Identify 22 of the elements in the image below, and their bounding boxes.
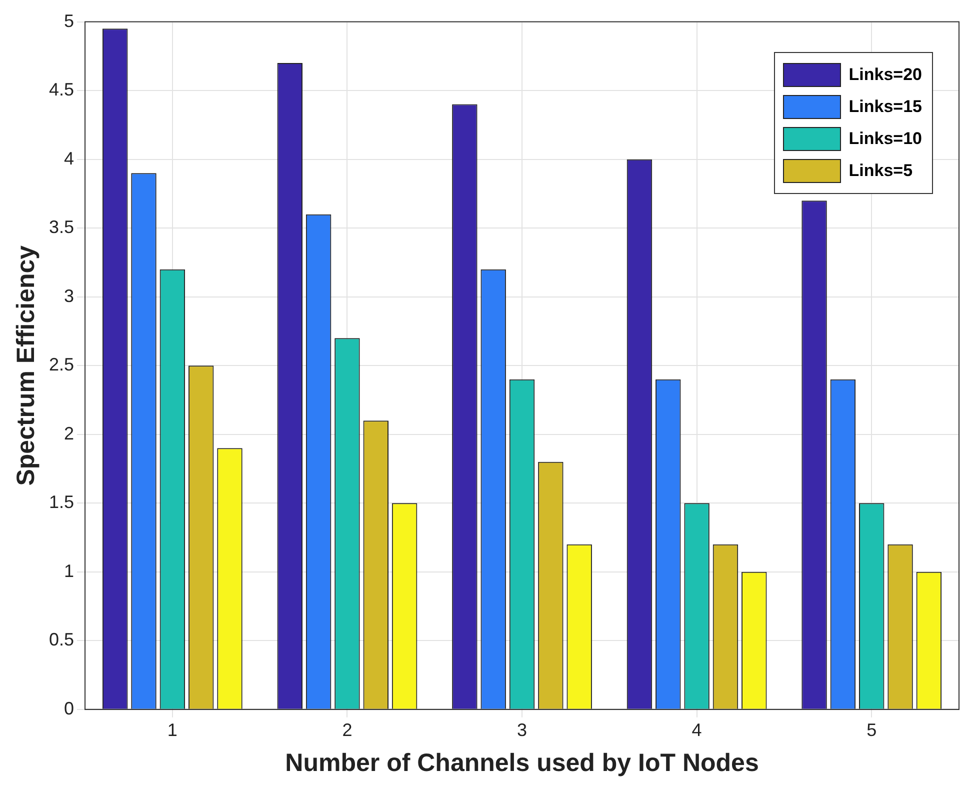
y-tick-label: 4.5 [48,80,74,100]
y-tick-label: 2.5 [48,354,74,375]
x-tick-label: 1 [167,720,178,740]
x-tick-label: 3 [517,720,528,740]
y-tick-label: 5 [64,10,74,31]
y-tick-label: 0 [64,698,74,718]
x-tick-label: 4 [692,720,702,740]
x-tick-label: 2 [342,720,352,740]
legend-label: Links=15 [848,97,922,117]
legend-label: Links=10 [848,129,922,149]
y-tick-label: 1.5 [48,492,74,512]
y-tick-label: 3 [64,286,74,306]
y-tick-label: 0.5 [48,630,74,650]
y-tick-label: 2 [64,423,74,444]
legend-label: Links=5 [848,161,913,181]
legend-label: Links=20 [848,65,922,85]
y-tick-label: 1 [64,560,74,581]
y-tick-label: 4 [64,148,74,168]
x-tick-label: 5 [866,720,877,740]
y-axis-title: Spectrum Efficiency [12,245,40,486]
x-axis-title: Number of Channels used by IoT Nodes [285,748,759,777]
y-tick-label: 3.5 [48,217,74,238]
